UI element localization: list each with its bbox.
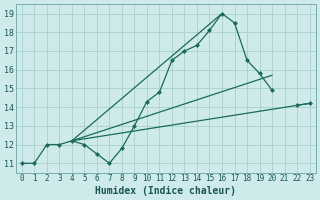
X-axis label: Humidex (Indice chaleur): Humidex (Indice chaleur) [95, 186, 236, 196]
